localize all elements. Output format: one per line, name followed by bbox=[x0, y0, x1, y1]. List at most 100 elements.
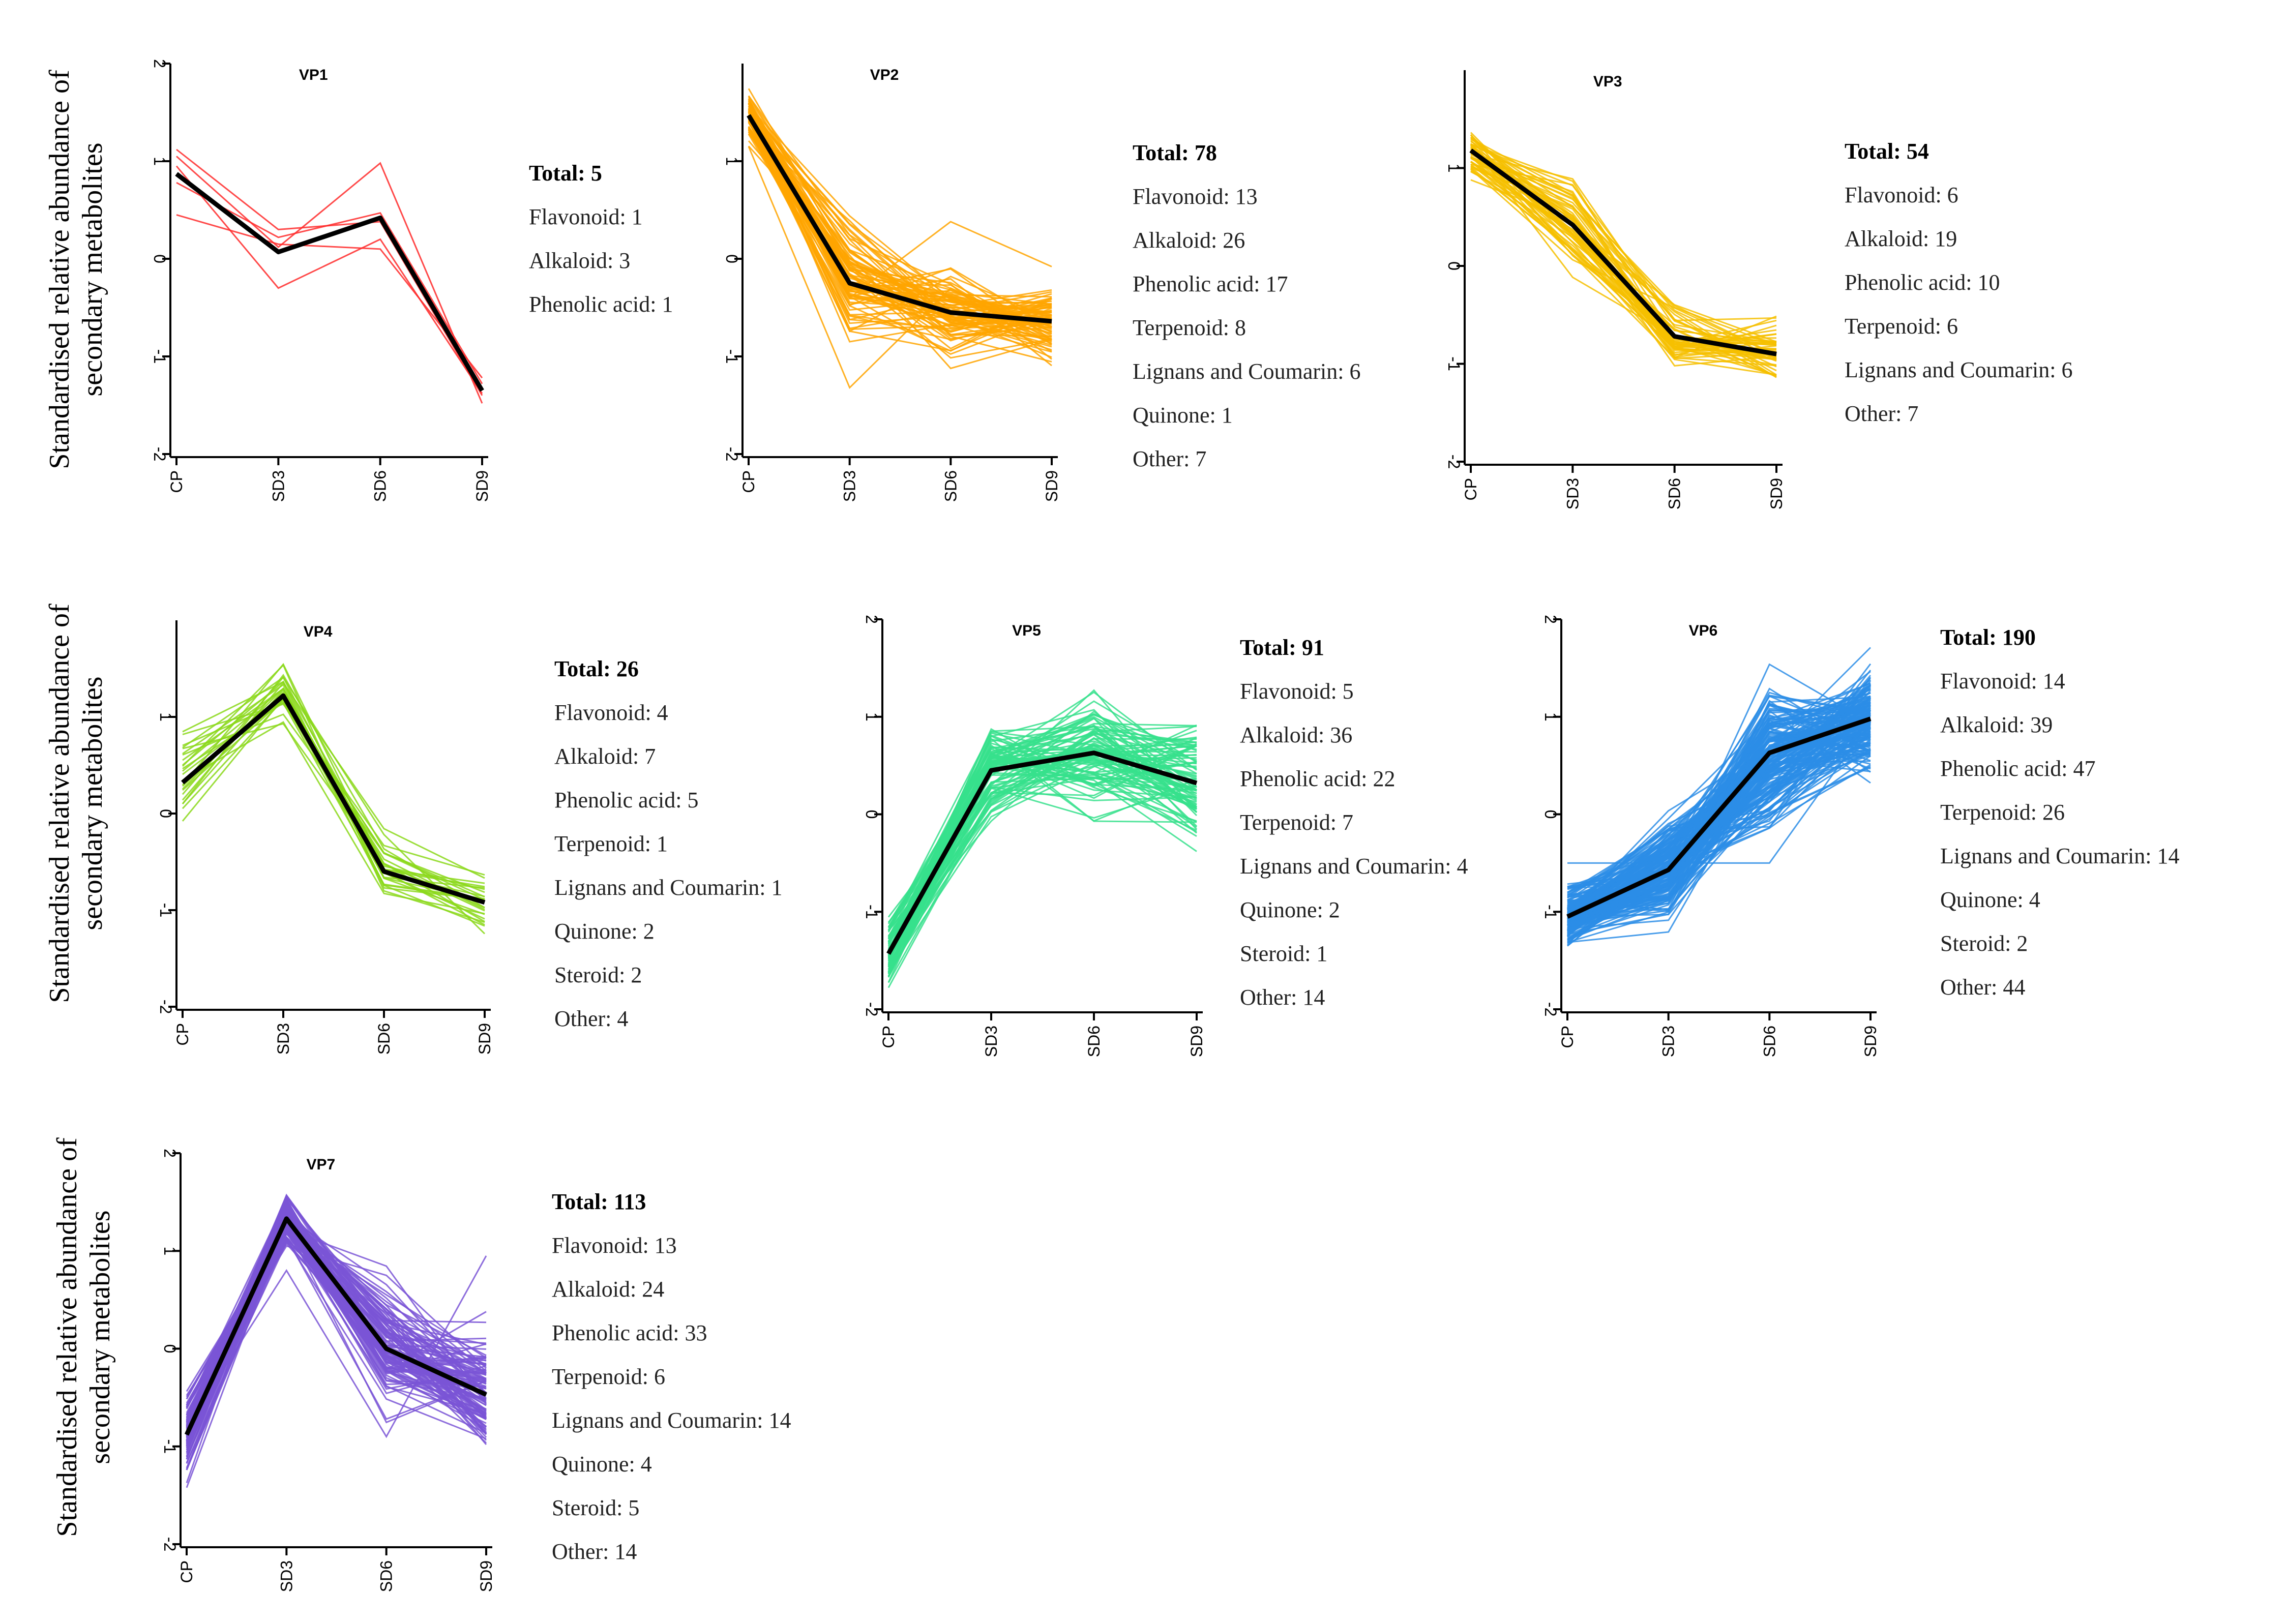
member-line bbox=[1567, 733, 1871, 904]
y-tick-label: 1 bbox=[157, 712, 175, 721]
summary-line: Quinone: 4 bbox=[552, 1452, 652, 1477]
member-line bbox=[748, 116, 1052, 312]
x-tick-label: SD9 bbox=[477, 1560, 495, 1592]
centroid-line bbox=[1469, 148, 1777, 356]
member-line bbox=[182, 723, 485, 909]
x-tick-label: SD3 bbox=[269, 470, 287, 502]
panels: 2 1 0 -1 -2 CP SD3 SD6 SD9 VP1 Total: 5 Flavonoid: … bbox=[151, 59, 2180, 1592]
x-tick-label: CP bbox=[1462, 478, 1480, 500]
y-tick-label: -1 bbox=[161, 1439, 179, 1454]
x-tick-label: SD6 bbox=[1666, 478, 1684, 509]
summary-line: Phenolic acid: 5 bbox=[554, 788, 699, 813]
member-line bbox=[1470, 168, 1777, 366]
y-tick-label: 2 bbox=[1541, 615, 1560, 624]
summary-line: Flavonoid: 13 bbox=[1133, 184, 1258, 209]
summary-line: Terpenoid: 26 bbox=[1940, 800, 2065, 825]
summary-line: Lignans and Coumarin: 1 bbox=[554, 875, 783, 900]
summary-total: Total: 78 bbox=[1133, 140, 1217, 165]
y-tick-label: 0 bbox=[1541, 810, 1560, 819]
summary-vp7: Total: 113 Flavonoid: 13 Alkaloid: 24 Pheno… bbox=[552, 1189, 791, 1564]
summary-line: Flavonoid: 13 bbox=[552, 1233, 677, 1258]
y-tick-label: -1 bbox=[1541, 905, 1560, 919]
panel-title: VP4 bbox=[304, 623, 333, 640]
x-tick-label: CP bbox=[177, 1560, 196, 1583]
x-tick-label: SD3 bbox=[982, 1026, 1000, 1057]
x-tick-label: SD9 bbox=[473, 470, 491, 502]
panel-title: VP7 bbox=[306, 1156, 335, 1173]
y-tick-label: 2 bbox=[863, 615, 881, 624]
panel-title: VP1 bbox=[299, 67, 328, 83]
x-tick-label: SD6 bbox=[375, 1023, 393, 1055]
member-line bbox=[887, 750, 1197, 938]
summary-line: Terpenoid: 1 bbox=[554, 831, 668, 856]
x-tick-label: CP bbox=[1558, 1026, 1577, 1048]
panel-vp4: 1 0 -1 -2 CP SD3 SD6 SD9 VP4 Total: 26 Flavonoid: … bbox=[157, 620, 783, 1055]
y-tick-label: 0 bbox=[1445, 261, 1463, 270]
summary-line: Terpenoid: 6 bbox=[1845, 314, 1958, 339]
y-tick-label: -2 bbox=[161, 1537, 179, 1551]
x-tick-label: CP bbox=[739, 470, 758, 493]
summary-vp3: Total: 54 Flavonoid: 6 Alkaloid: 19 Phenoli… bbox=[1845, 139, 2073, 426]
summary-line: Phenolic acid: 10 bbox=[1845, 270, 2000, 295]
member-line bbox=[1566, 717, 1871, 916]
y-tick-label: 1 bbox=[863, 712, 881, 721]
summary-total: Total: 5 bbox=[529, 161, 602, 186]
member-line bbox=[1567, 724, 1871, 930]
x-tick-label: SD6 bbox=[941, 470, 960, 502]
member-line bbox=[887, 754, 1197, 966]
ylabel-row2-line2: secondary metabolites bbox=[77, 676, 108, 930]
panel-vp1: 2 1 0 -1 -2 CP SD3 SD6 SD9 VP1 Total: 5 Flavonoid: … bbox=[151, 59, 673, 502]
x-tick-label: SD3 bbox=[1563, 478, 1582, 509]
member-line bbox=[176, 182, 483, 384]
summary-vp4: Total: 26 Flavonoid: 4 Alkaloid: 7 Phenolic… bbox=[554, 656, 783, 1031]
ylabel-row1-line2: secondary metabolites bbox=[77, 142, 108, 396]
y-tick-label: 1 bbox=[723, 157, 741, 166]
member-line bbox=[186, 1210, 487, 1421]
summary-line: Terpenoid: 6 bbox=[552, 1364, 665, 1389]
member-line bbox=[887, 725, 1197, 953]
x-tick-label: SD3 bbox=[274, 1023, 292, 1055]
member-line bbox=[182, 691, 485, 900]
member-line bbox=[1470, 132, 1777, 345]
summary-total: Total: 190 bbox=[1940, 625, 2036, 650]
member-line-outlier bbox=[1567, 721, 1872, 864]
y-tick-label: 1 bbox=[1445, 164, 1463, 173]
x-tick-label: SD3 bbox=[841, 470, 859, 502]
x-tick-label: SD9 bbox=[476, 1023, 494, 1055]
centroid-line bbox=[1566, 716, 1872, 919]
y-tick-label: 0 bbox=[157, 809, 175, 818]
panel-vp5: 2 1 0 -1 -2 CP SD3 SD6 SD9 VP5 Total: 91 Flavonoid:… bbox=[863, 615, 1468, 1057]
member-line bbox=[887, 737, 1197, 938]
summary-line: Terpenoid: 8 bbox=[1133, 315, 1246, 340]
summary-line: Other: 44 bbox=[1940, 975, 2025, 1000]
y-tick-label: -1 bbox=[723, 349, 741, 364]
y-tick-label: -2 bbox=[151, 447, 169, 461]
summary-line: Phenolic acid: 47 bbox=[1940, 756, 2096, 781]
summary-line: Steroid: 2 bbox=[1940, 931, 2028, 956]
summary-line: Alkaloid: 24 bbox=[552, 1277, 664, 1302]
member-line bbox=[887, 758, 1197, 983]
summary-line: Lignans and Coumarin: 14 bbox=[1940, 844, 2180, 868]
member-line bbox=[1567, 692, 1871, 898]
summary-line: Quinone: 1 bbox=[1133, 403, 1233, 428]
summary-total: Total: 113 bbox=[552, 1189, 646, 1214]
ylabel-row1-line1: Standardised relative abundance of bbox=[44, 70, 75, 469]
member-line bbox=[1470, 138, 1777, 353]
summary-line: Lignans and Coumarin: 4 bbox=[1240, 854, 1468, 879]
centroid-line bbox=[747, 114, 1052, 324]
member-line bbox=[887, 737, 1197, 957]
member-line bbox=[182, 702, 485, 900]
member-line bbox=[175, 165, 483, 394]
x-tick-label: CP bbox=[879, 1026, 898, 1048]
y-tick-label: -1 bbox=[1445, 356, 1463, 371]
y-tick-label: 1 bbox=[151, 157, 169, 166]
summary-total: Total: 54 bbox=[1845, 139, 1929, 164]
member-line bbox=[887, 723, 1197, 973]
summary-line: Alkaloid: 39 bbox=[1940, 712, 2053, 737]
y-tick-label: -2 bbox=[157, 1000, 175, 1014]
member-line bbox=[1470, 143, 1777, 345]
summary-vp1: Total: 5 Flavonoid: 1 Alkaloid: 3 Phenolic … bbox=[529, 161, 673, 317]
centroid-line bbox=[184, 1216, 487, 1436]
x-tick-label: SD6 bbox=[1760, 1026, 1778, 1057]
